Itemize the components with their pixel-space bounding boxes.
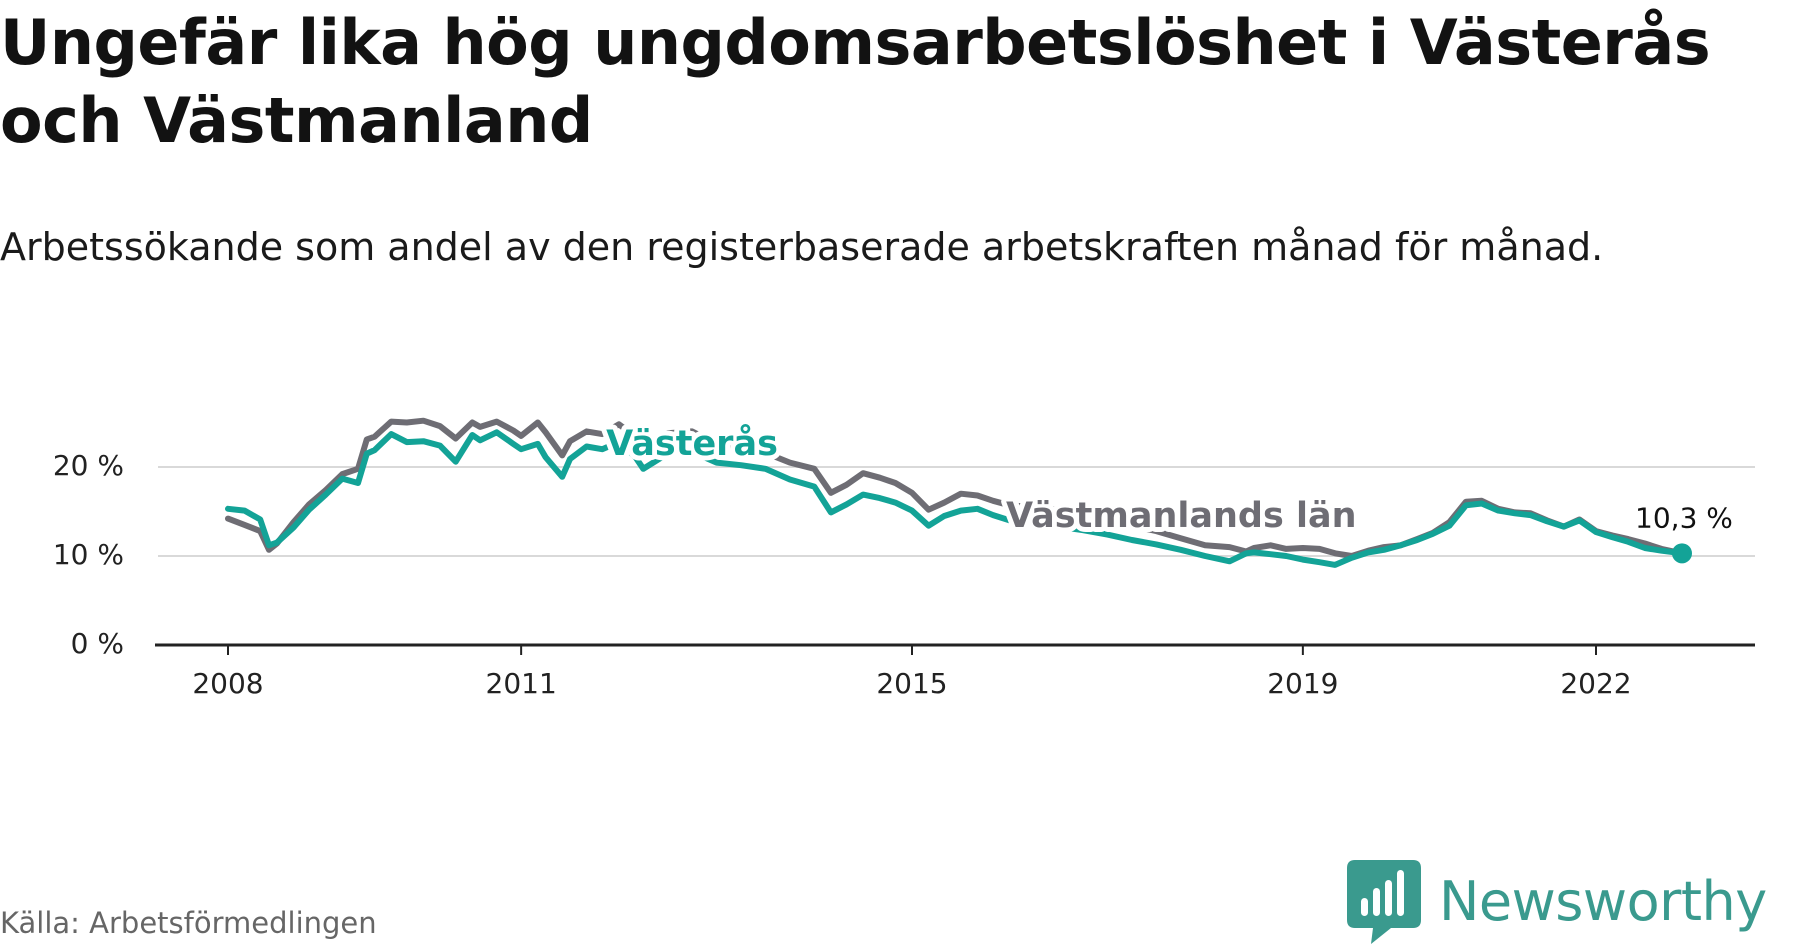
- y-tick-label: 0 %: [71, 627, 124, 660]
- y-tick-label: 10 %: [53, 538, 124, 571]
- y-tick-label: 20 %: [53, 449, 124, 482]
- x-tick-label: 2011: [486, 667, 557, 700]
- brand-logo[interactable]: Newsworthy: [1345, 858, 1767, 944]
- newsworthy-bars-icon: [1347, 860, 1421, 944]
- series-line-vastmanlands-lan: [225, 417, 1685, 559]
- source-note: Källa: Arbetsförmedlingen: [0, 906, 377, 940]
- line-chart: 0 % 10 % 20 % 2008 2011 2015 2019 2022 V…: [53, 417, 1755, 700]
- series-label-vasteras: Västerås: [606, 423, 778, 464]
- x-axis-ticks: 2008 2011 2015 2019 2022: [192, 645, 1632, 700]
- x-tick-label: 2015: [876, 667, 947, 700]
- chart-subtitle: Arbetssökande som andel av den registerb…: [0, 225, 1604, 269]
- gridlines: [158, 466, 1755, 557]
- series-line-vasteras: [225, 429, 1685, 568]
- y-axis-tick-labels: 0 % 10 % 20 %: [53, 449, 124, 660]
- x-tick-label: 2022: [1560, 667, 1631, 700]
- end-point-marker: [1671, 543, 1692, 564]
- brand-name: Newsworthy: [1439, 869, 1767, 933]
- series-label-vastmanlands-lan: Västmanlands län: [1006, 496, 1357, 536]
- x-tick-label: 2008: [192, 667, 263, 700]
- x-tick-label: 2019: [1267, 667, 1338, 700]
- chart-title: Ungefär lika hög ungdomsarbetslöshet i V…: [0, 6, 1711, 157]
- end-value-label: 10,3 %: [1635, 501, 1733, 534]
